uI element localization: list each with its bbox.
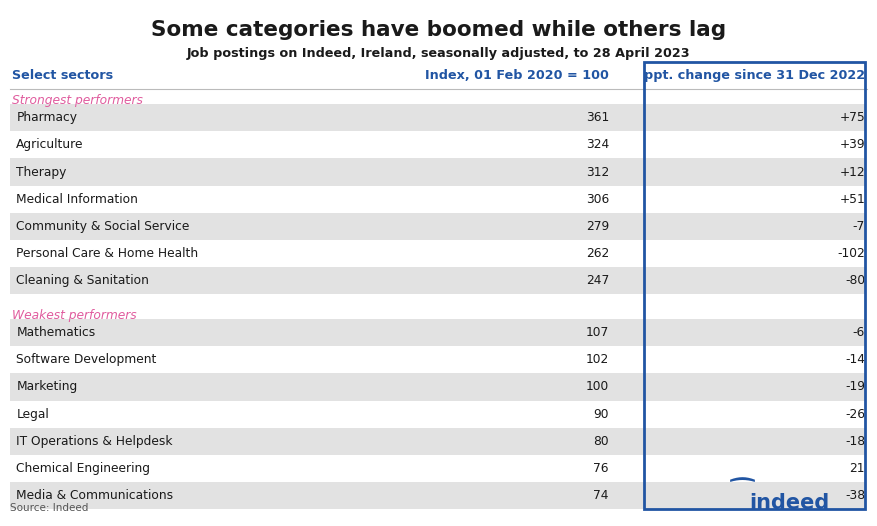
Text: Personal Care & Home Health: Personal Care & Home Health bbox=[17, 247, 198, 260]
Bar bbox=[644, 62, 865, 509]
Text: Legal: Legal bbox=[17, 408, 49, 421]
Bar bbox=[644, 319, 865, 346]
Bar bbox=[11, 400, 644, 428]
Bar bbox=[11, 104, 644, 131]
Text: 90: 90 bbox=[594, 408, 609, 421]
Text: 262: 262 bbox=[586, 247, 609, 260]
Text: Chemical Engineering: Chemical Engineering bbox=[17, 462, 150, 475]
Text: Community & Social Service: Community & Social Service bbox=[17, 220, 189, 233]
Bar bbox=[11, 213, 644, 240]
Bar bbox=[11, 131, 644, 158]
Text: Index, 01 Feb 2020 = 100: Index, 01 Feb 2020 = 100 bbox=[425, 69, 609, 82]
Bar bbox=[11, 319, 644, 346]
Bar bbox=[644, 455, 865, 482]
Text: Medical Information: Medical Information bbox=[17, 193, 138, 206]
Bar bbox=[11, 158, 644, 186]
Text: 21: 21 bbox=[850, 462, 865, 475]
Text: Pharmacy: Pharmacy bbox=[17, 111, 77, 124]
Text: indeed: indeed bbox=[749, 493, 829, 513]
Text: +51: +51 bbox=[839, 193, 865, 206]
Bar bbox=[644, 482, 865, 509]
Text: -102: -102 bbox=[838, 247, 865, 260]
Text: Agriculture: Agriculture bbox=[17, 138, 83, 151]
Text: -7: -7 bbox=[852, 220, 865, 233]
Bar bbox=[644, 373, 865, 400]
Text: 76: 76 bbox=[594, 462, 609, 475]
Text: +12: +12 bbox=[839, 166, 865, 178]
Bar bbox=[11, 482, 644, 509]
Text: 247: 247 bbox=[586, 275, 609, 287]
Text: -26: -26 bbox=[845, 408, 865, 421]
Text: -19: -19 bbox=[845, 380, 865, 393]
Bar bbox=[11, 346, 644, 373]
Text: +75: +75 bbox=[839, 111, 865, 124]
Bar bbox=[644, 131, 865, 158]
Text: Mathematics: Mathematics bbox=[17, 326, 96, 339]
Text: 74: 74 bbox=[594, 489, 609, 502]
Bar bbox=[644, 400, 865, 428]
Text: -14: -14 bbox=[845, 353, 865, 366]
Text: 324: 324 bbox=[586, 138, 609, 151]
Text: Software Development: Software Development bbox=[17, 353, 157, 366]
Text: 102: 102 bbox=[586, 353, 609, 366]
Bar bbox=[644, 267, 865, 295]
Bar bbox=[644, 213, 865, 240]
Text: -80: -80 bbox=[845, 275, 865, 287]
Text: IT Operations & Helpdesk: IT Operations & Helpdesk bbox=[17, 435, 173, 448]
Bar bbox=[11, 267, 644, 295]
Bar bbox=[644, 240, 865, 267]
Text: 361: 361 bbox=[586, 111, 609, 124]
Text: Source: Indeed: Source: Indeed bbox=[11, 503, 89, 513]
Text: Cleaning & Sanitation: Cleaning & Sanitation bbox=[17, 275, 149, 287]
Text: 100: 100 bbox=[586, 380, 609, 393]
Text: Job postings on Indeed, Ireland, seasonally adjusted, to 28 April 2023: Job postings on Indeed, Ireland, seasona… bbox=[187, 47, 690, 60]
Text: 312: 312 bbox=[586, 166, 609, 178]
Text: Some categories have boomed while others lag: Some categories have boomed while others… bbox=[151, 19, 726, 39]
Text: ⁀: ⁀ bbox=[731, 482, 754, 510]
Text: 80: 80 bbox=[594, 435, 609, 448]
Text: Marketing: Marketing bbox=[17, 380, 77, 393]
Bar bbox=[11, 373, 644, 400]
Bar bbox=[644, 428, 865, 455]
Text: -18: -18 bbox=[845, 435, 865, 448]
Text: -38: -38 bbox=[845, 489, 865, 502]
Text: Select sectors: Select sectors bbox=[12, 69, 113, 82]
Text: Therapy: Therapy bbox=[17, 166, 67, 178]
Bar bbox=[11, 240, 644, 267]
Bar bbox=[644, 158, 865, 186]
Bar bbox=[11, 428, 644, 455]
Text: Strongest performers: Strongest performers bbox=[12, 94, 143, 107]
Bar bbox=[644, 186, 865, 213]
Bar bbox=[644, 104, 865, 131]
Text: 107: 107 bbox=[586, 326, 609, 339]
Text: Weakest performers: Weakest performers bbox=[12, 309, 137, 322]
Bar bbox=[11, 186, 644, 213]
Bar bbox=[644, 346, 865, 373]
Text: +39: +39 bbox=[839, 138, 865, 151]
Text: ppt. change since 31 Dec 2022: ppt. change since 31 Dec 2022 bbox=[644, 69, 865, 82]
Text: -6: -6 bbox=[852, 326, 865, 339]
Text: 306: 306 bbox=[586, 193, 609, 206]
Text: Media & Communications: Media & Communications bbox=[17, 489, 174, 502]
Bar bbox=[11, 455, 644, 482]
Text: 279: 279 bbox=[586, 220, 609, 233]
